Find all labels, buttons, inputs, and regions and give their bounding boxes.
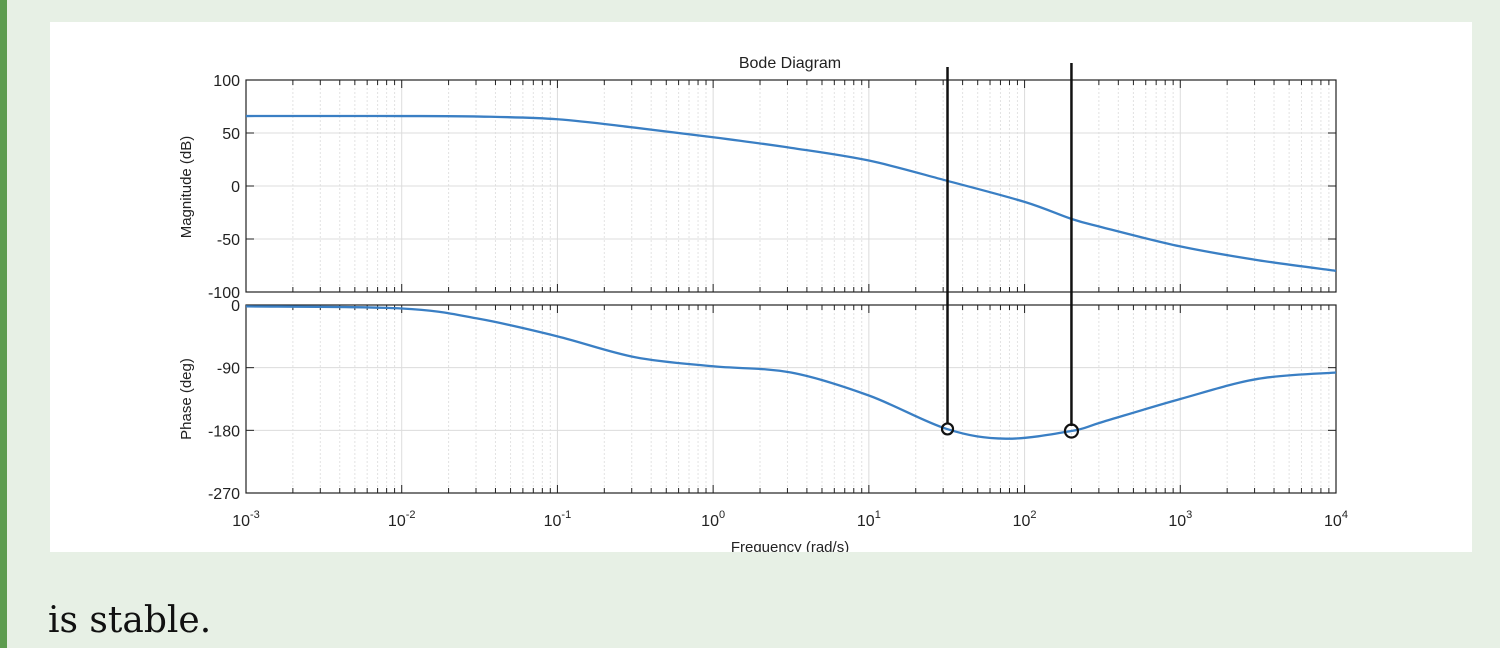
phase-y-label: Phase (deg) [178,358,195,440]
y-tick-label: -100 [208,285,240,302]
x-tick-label: 10-3 [232,509,260,530]
x-tick-label: 100 [701,509,725,530]
bode-figure: Bode Diagram Frequency (rad/s) Magnitude… [50,22,1472,552]
magnitude-axes-box [245,79,1337,293]
marker-circle [940,422,955,436]
phase-curve [245,305,1337,440]
x-tick-label: 103 [1168,509,1192,530]
y-tick-label: 100 [213,73,240,90]
x-tick-label: 10-2 [388,509,416,530]
x-tick-label: 10-1 [544,509,572,530]
magnitude-y-label: Magnitude (dB) [178,136,195,239]
bode-chart: Bode Diagram Frequency (rad/s) Magnitude… [178,55,1348,552]
caption-text: is stable. [48,600,212,641]
x-tick-label: 104 [1324,509,1348,530]
phase-axes-box [245,304,1337,494]
x-tick-label: 101 [857,509,881,530]
x-axis-label: Frequency (rad/s) [731,539,849,552]
y-tick-label: -90 [217,361,240,378]
y-tick-label: 50 [222,126,240,143]
y-tick-label: 0 [231,179,240,196]
y-tick-label: -50 [217,232,240,249]
left-accent-bar [0,0,7,648]
y-tick-label: -180 [208,423,240,440]
y-tick-label: -270 [208,486,240,503]
marker-circle [1063,423,1080,439]
magnitude-curve [245,114,1337,272]
x-tick-label: 102 [1013,509,1037,530]
chart-title: Bode Diagram [739,55,841,72]
y-tick-label: 0 [231,298,240,315]
